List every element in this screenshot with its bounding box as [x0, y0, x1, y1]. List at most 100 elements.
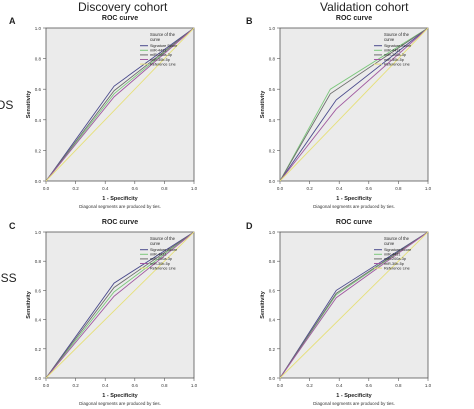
chart-title: ROC curve [336, 219, 372, 226]
legend-entry: miR-30b-5p [150, 262, 170, 266]
legend-entry: Signature Score [384, 44, 411, 48]
y-tick-label: 0.0 [269, 376, 276, 381]
x-tick-label: 0.6 [132, 383, 139, 388]
x-tick-label: 0.0 [43, 186, 50, 191]
y-tick-label: 0.0 [35, 376, 42, 381]
legend-entry: miR-200a-3p [384, 53, 406, 57]
y-tick-label: 0.6 [269, 288, 276, 293]
footnote: Diagonal segments are produced by ties. [313, 204, 395, 209]
y-tick-label: 0.4 [35, 318, 42, 323]
legend-title: Source of the [384, 32, 410, 37]
legend-entry: Signature Score [150, 248, 177, 252]
legend-entry: Reference Line [384, 62, 410, 66]
roc-panel-d: D ROC curve 0.0 0.2 0.4 0.6 0.8 1.0 0.0 0.2 0.4 0.6… [246, 219, 432, 406]
legend-entry: miR-4431 [384, 253, 400, 257]
legend-entry: Reference Line [384, 266, 410, 270]
legend-entry: miR-4431 [384, 49, 400, 53]
roc-line-mir-30b-5p [45, 27, 195, 182]
y-tick-label: 0.0 [269, 179, 276, 184]
x-tick-label: 0.4 [336, 383, 343, 388]
legend-entry: miR-200a-3p [150, 257, 172, 261]
roc-line-mir-4431 [279, 27, 429, 182]
x-tick-label: 1.0 [191, 186, 198, 191]
footnote: Diagonal segments are produced by ties. [79, 401, 161, 406]
legend-title: Source of the [150, 236, 176, 241]
legend-entry: miR-200a-3p [150, 53, 172, 57]
x-tick-label: 0.0 [43, 383, 50, 388]
y-tick-label: 0.0 [35, 179, 42, 184]
footnote: Diagonal segments are produced by ties. [313, 401, 395, 406]
roc-panel-a: A ROC curve 0.0 0.2 0.4 0.6 0.8 1.0 0.0 0.2 0.4 0.6… [9, 15, 198, 209]
x-tick-label: 0.0 [277, 383, 284, 388]
y-tick-label: 0.6 [35, 288, 42, 293]
y-tick-label: 0.2 [269, 148, 276, 153]
x-tick-label: 0.4 [102, 383, 109, 388]
legend-title-cont: curve [150, 241, 161, 246]
x-tick-label: 0.8 [395, 186, 402, 191]
y-tick-label: 0.4 [269, 118, 276, 123]
x-tick-label: 0.4 [336, 186, 343, 191]
x-tick-label: 0.2 [72, 383, 79, 388]
y-tick-label: 0.4 [35, 118, 42, 123]
y-tick-label: 1.0 [269, 230, 276, 235]
x-tick-label: 1.0 [191, 383, 198, 388]
x-tick-label: 1.0 [425, 186, 432, 191]
panel-letter: A [9, 16, 16, 26]
roc-line-mir-200a-3p [279, 231, 429, 379]
roc-line-signature-score [279, 231, 429, 379]
legend-title-cont: curve [384, 241, 395, 246]
y-tick-label: 0.2 [35, 347, 42, 352]
y-tick-label: 0.8 [269, 57, 276, 62]
legend-entry: miR-4431 [150, 253, 166, 257]
dss-row-label: DSS [0, 271, 17, 285]
legend-entry: miR-4431 [150, 49, 166, 53]
roc-line-reference-line [45, 27, 195, 182]
validation-cohort-header: Validation cohort [320, 0, 409, 14]
y-tick-label: 1.0 [35, 26, 42, 31]
roc-line-mir-200a-3p [279, 27, 429, 182]
y-tick-label: 1.0 [269, 26, 276, 31]
y-tick-label: 0.6 [269, 87, 276, 92]
y-tick-label: 0.8 [35, 259, 42, 264]
roc-panel-b: B ROC curve 0.0 0.2 0.4 0.6 0.8 1.0 0.0 0.2 0.4 0.6… [246, 15, 432, 209]
legend-entry: miR-30b-5p [150, 58, 170, 62]
roc-line-mir-200a-3p [45, 27, 195, 182]
y-tick-label: 0.6 [35, 87, 42, 92]
legend-entry: miR-30b-5p [384, 262, 404, 266]
x-tick-label: 0.6 [366, 383, 373, 388]
legend-title: Source of the [150, 32, 176, 37]
y-axis-label: Sensitivity [260, 290, 266, 318]
legend-entry: Signature Score [384, 248, 411, 252]
x-axis-label: 1 - Specificity [336, 196, 372, 202]
y-tick-label: 0.8 [269, 259, 276, 264]
legend-entry: Reference Line [150, 266, 176, 270]
y-tick-label: 0.8 [35, 57, 42, 62]
os-row-label: OS [0, 98, 14, 112]
roc-line-mir-30b-5p [45, 231, 195, 379]
y-axis-label: Sensitivity [26, 290, 32, 318]
x-tick-label: 0.6 [132, 186, 139, 191]
discovery-cohort-header: Discovery cohort [78, 0, 168, 14]
y-tick-label: 0.2 [269, 347, 276, 352]
x-axis-label: 1 - Specificity [102, 393, 138, 399]
x-tick-label: 0.2 [306, 383, 313, 388]
roc-line-signature-score [279, 27, 429, 182]
x-tick-label: 0.2 [306, 186, 313, 191]
chart-title: ROC curve [102, 219, 138, 226]
roc-line-reference-line [45, 231, 195, 379]
legend-title-cont: curve [384, 37, 395, 42]
chart-title: ROC curve [102, 15, 138, 22]
roc-line-reference-line [279, 231, 429, 379]
legend-title-cont: curve [150, 37, 161, 42]
roc-line-signature-score [45, 27, 195, 182]
roc-panel-c: C ROC curve 0.0 0.2 0.4 0.6 0.8 1.0 0.0 0.2 0.4 0.6… [9, 219, 198, 406]
roc-line-reference-line [279, 27, 429, 182]
y-axis-label: Sensitivity [26, 90, 32, 118]
chart-title: ROC curve [336, 15, 372, 22]
y-axis-label: Sensitivity [260, 90, 266, 118]
y-tick-label: 1.0 [35, 230, 42, 235]
panel-letter: D [246, 221, 253, 231]
x-tick-label: 0.8 [161, 186, 168, 191]
x-tick-label: 0.6 [366, 186, 373, 191]
